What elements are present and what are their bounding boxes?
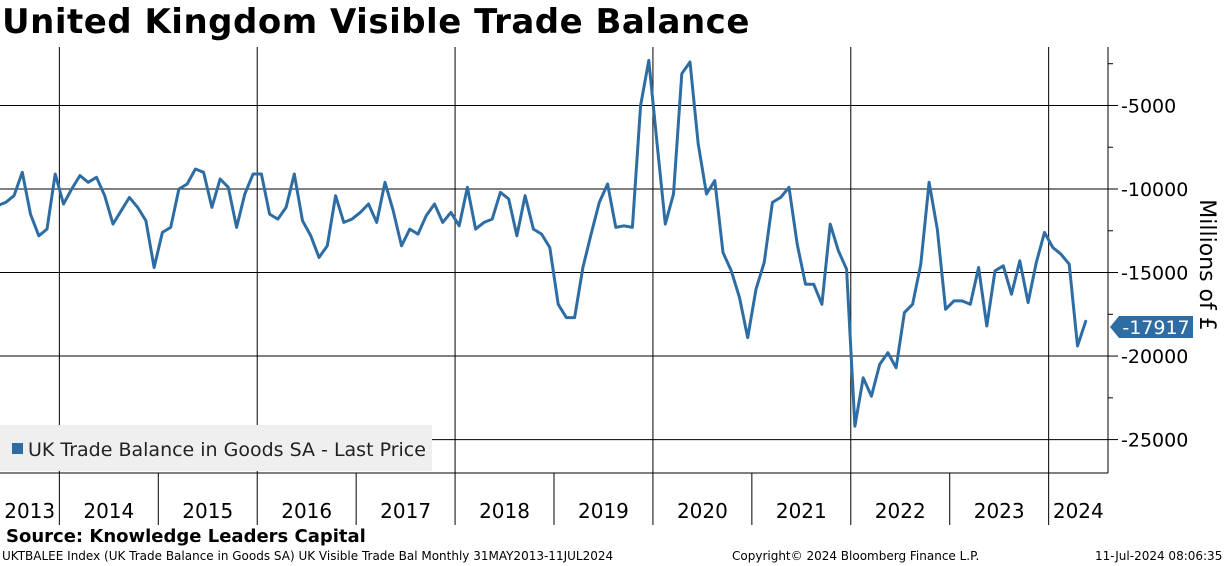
x-tick-label: 2016 xyxy=(281,499,332,523)
x-tick-label: 2024 xyxy=(1053,499,1104,523)
x-tick-label: 2014 xyxy=(83,499,134,523)
legend-label: UK Trade Balance in Goods SA - Last Pric… xyxy=(28,439,426,461)
x-tick-label: 2020 xyxy=(677,499,728,523)
last-value-marker xyxy=(1110,316,1193,338)
source-label: Source: Knowledge Leaders Capital xyxy=(6,526,366,547)
y-tick-label: -10000 xyxy=(1121,179,1188,201)
y-tick-label: -15000 xyxy=(1121,263,1188,285)
x-tick-label: 2015 xyxy=(182,499,233,523)
chart-title: United Kingdom Visible Trade Balance xyxy=(2,2,750,42)
legend-box xyxy=(0,425,432,471)
footer-timestamp: 11-Jul-2024 08:06:35 xyxy=(1095,549,1223,563)
y-tick-label: -20000 xyxy=(1121,346,1188,368)
x-tick-label: 2021 xyxy=(776,499,827,523)
y-axis-label: Millions of £ xyxy=(1194,199,1219,330)
x-tick-label: 2019 xyxy=(578,499,629,523)
footer-copyright: Copyright© 2024 Bloomberg Finance L.P. xyxy=(732,549,980,563)
x-tick-label: 2013 xyxy=(4,499,55,523)
y-tick-label: -25000 xyxy=(1121,430,1188,452)
last-value-label: -17917 xyxy=(1122,317,1189,339)
legend-swatch xyxy=(12,443,23,454)
footer-ticker-info: UKTBALEE Index (UK Trade Balance in Good… xyxy=(2,549,614,563)
x-tick-label: 2018 xyxy=(479,499,530,523)
x-tick-label: 2017 xyxy=(380,499,431,523)
series-line xyxy=(0,58,1088,428)
x-tick-label: 2022 xyxy=(875,499,926,523)
x-tick-label: 2023 xyxy=(974,499,1025,523)
y-tick-label: -5000 xyxy=(1121,95,1176,117)
